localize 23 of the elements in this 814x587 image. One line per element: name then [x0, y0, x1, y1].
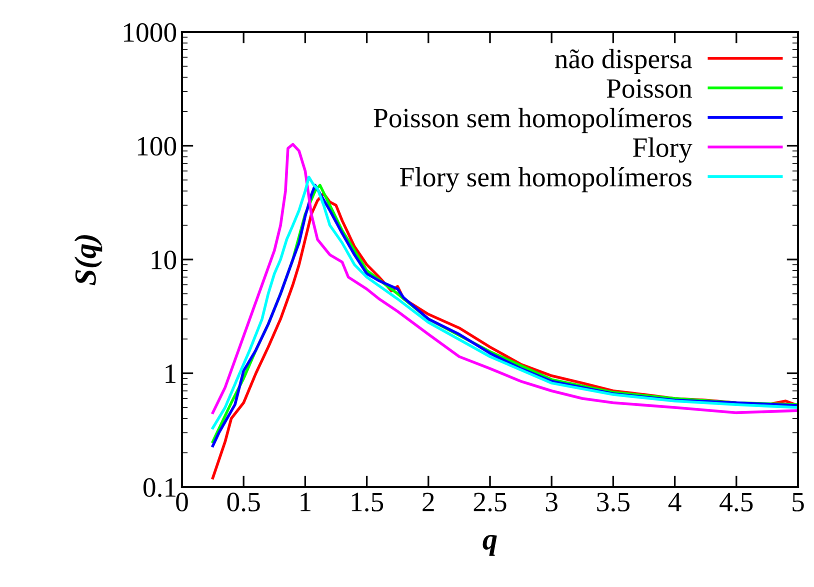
y-tick-label: 100	[138, 136, 176, 156]
x-tick-label: 1	[300, 492, 310, 512]
y-axis-title: S(q)	[74, 235, 102, 286]
legend-label: Flory	[633, 137, 692, 163]
y-tick-label: 10	[152, 250, 176, 270]
legend-label: não dispersa	[555, 48, 692, 74]
x-tick-label: 2.5	[474, 492, 506, 512]
legend-label: Flory sem homopolímeros	[400, 166, 692, 192]
x-tick-label: 1.5	[352, 492, 384, 512]
legend-label: Poisson sem homopolímeros	[374, 108, 692, 134]
x-tick-label: 3.5	[597, 492, 630, 512]
x-axis-title: q	[482, 534, 497, 556]
x-tick-label: 4.5	[720, 492, 753, 512]
legend-label: Poisson	[606, 79, 692, 98]
x-tick-label: 3	[546, 492, 558, 512]
y-tick-label: 1000	[124, 23, 176, 42]
x-tick-label: 2	[422, 492, 434, 512]
x-tick-label: 0	[176, 492, 188, 512]
x-tick-label: 0.5	[227, 492, 260, 512]
x-tick-label: 4	[668, 492, 682, 512]
x-tick-label: 5	[792, 492, 804, 512]
y-tick-label: 1	[166, 364, 176, 383]
y-tick-label: 0.1	[143, 478, 176, 498]
